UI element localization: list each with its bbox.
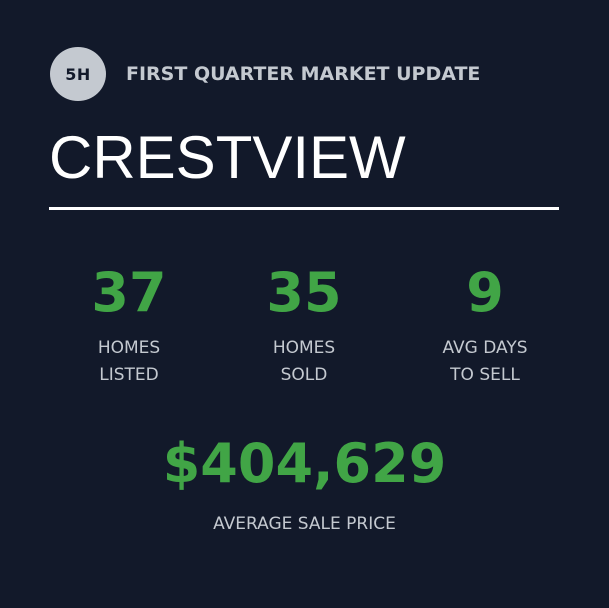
stat-label-line: HOMES <box>272 338 336 358</box>
stat-avg-days-to-sell: 9 AVG DAYS TO SELL <box>400 263 570 389</box>
area-badge: 5H <box>50 47 106 101</box>
stat-label-line: LISTED <box>99 365 159 385</box>
area-badge-label: 5H <box>65 64 91 84</box>
stat-label-line: AVG DAYS <box>442 338 528 358</box>
stat-label: HOMES SOLD <box>219 335 389 389</box>
neighborhood-title: CRESTVIEW <box>49 124 406 191</box>
stat-value: 9 <box>466 261 504 324</box>
stat-label: HOMES LISTED <box>44 335 214 389</box>
report-subtitle: FIRST QUARTER MARKET UPDATE <box>126 63 481 85</box>
stat-label: AVG DAYS TO SELL <box>400 335 570 389</box>
stat-homes-listed: 37 HOMES LISTED <box>44 263 214 389</box>
stat-value: 37 <box>91 261 167 324</box>
title-divider <box>49 207 559 210</box>
average-sale-price-value: $404,629 <box>162 432 447 495</box>
stat-label-line: SOLD <box>280 365 328 385</box>
average-sale-price-label: AVERAGE SALE PRICE <box>213 514 396 534</box>
stat-value: 35 <box>266 261 342 324</box>
stat-label-line: HOMES <box>97 338 161 358</box>
stat-homes-sold: 35 HOMES SOLD <box>219 263 389 389</box>
stat-label-line: TO SELL <box>450 365 520 385</box>
